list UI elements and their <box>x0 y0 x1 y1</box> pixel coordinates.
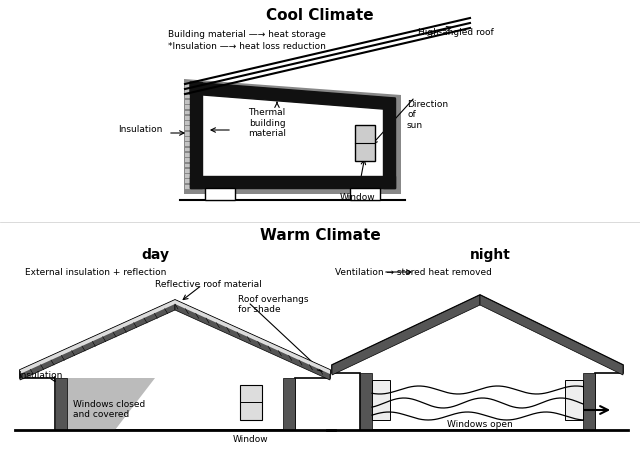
Bar <box>350 188 380 200</box>
Bar <box>190 82 202 188</box>
Bar <box>184 95 189 98</box>
Bar <box>184 164 189 167</box>
Text: *Insulation —→ heat loss reduction: *Insulation —→ heat loss reduction <box>168 42 326 51</box>
Bar <box>383 98 395 188</box>
Bar <box>184 174 189 178</box>
Bar <box>240 385 262 420</box>
Text: Insulation: Insulation <box>118 125 163 134</box>
Bar <box>184 179 189 183</box>
Bar <box>184 169 189 173</box>
Bar <box>184 116 189 120</box>
Bar <box>184 126 189 130</box>
Bar <box>395 98 401 188</box>
Polygon shape <box>184 79 401 101</box>
Bar <box>184 105 189 109</box>
Bar <box>184 143 189 146</box>
Bar <box>184 132 189 135</box>
Bar <box>283 378 295 430</box>
Text: High-angled roof: High-angled roof <box>418 28 493 37</box>
Polygon shape <box>480 295 623 375</box>
Bar <box>583 373 595 430</box>
Text: Thermal
building
material: Thermal building material <box>248 108 286 138</box>
Text: Building material —→ heat storage: Building material —→ heat storage <box>168 30 326 39</box>
Polygon shape <box>332 295 623 430</box>
Text: Reflective roof material: Reflective roof material <box>155 280 262 289</box>
Text: Window: Window <box>340 193 376 202</box>
Bar <box>184 158 189 162</box>
Bar <box>565 380 583 420</box>
Polygon shape <box>55 378 155 430</box>
Text: Ventilation → stored heat removed: Ventilation → stored heat removed <box>335 268 492 277</box>
Text: Insulation: Insulation <box>18 371 62 379</box>
Bar <box>360 373 372 430</box>
Text: Direction
of
sun: Direction of sun <box>407 100 448 130</box>
Polygon shape <box>332 295 480 375</box>
Bar <box>184 137 189 141</box>
Bar <box>184 147 189 152</box>
Text: Roof overhangs
for shade: Roof overhangs for shade <box>238 295 308 314</box>
Bar <box>355 125 375 161</box>
Bar <box>184 185 189 189</box>
Text: Warm Climate: Warm Climate <box>260 228 380 243</box>
Bar <box>190 176 395 188</box>
Polygon shape <box>175 300 330 374</box>
Bar <box>184 188 401 194</box>
Text: Windows open: Windows open <box>447 420 513 429</box>
Bar <box>184 82 190 188</box>
Bar <box>184 110 189 114</box>
Text: Window: Window <box>233 435 269 444</box>
Text: Windows closed
and covered: Windows closed and covered <box>73 400 145 419</box>
Bar <box>184 89 189 93</box>
Bar <box>184 153 189 156</box>
Polygon shape <box>202 94 383 176</box>
Bar <box>372 380 390 420</box>
Bar <box>184 84 189 88</box>
Text: Cool Climate: Cool Climate <box>266 8 374 23</box>
Bar <box>205 188 235 200</box>
Bar <box>184 121 189 125</box>
Polygon shape <box>20 300 175 374</box>
Polygon shape <box>20 300 330 430</box>
Polygon shape <box>20 300 175 380</box>
Polygon shape <box>175 300 330 380</box>
Text: day: day <box>141 248 169 262</box>
Bar <box>184 100 189 104</box>
Text: night: night <box>470 248 511 262</box>
Text: External insulation + reflection: External insulation + reflection <box>25 268 166 277</box>
Polygon shape <box>190 82 395 110</box>
Bar <box>55 378 67 430</box>
